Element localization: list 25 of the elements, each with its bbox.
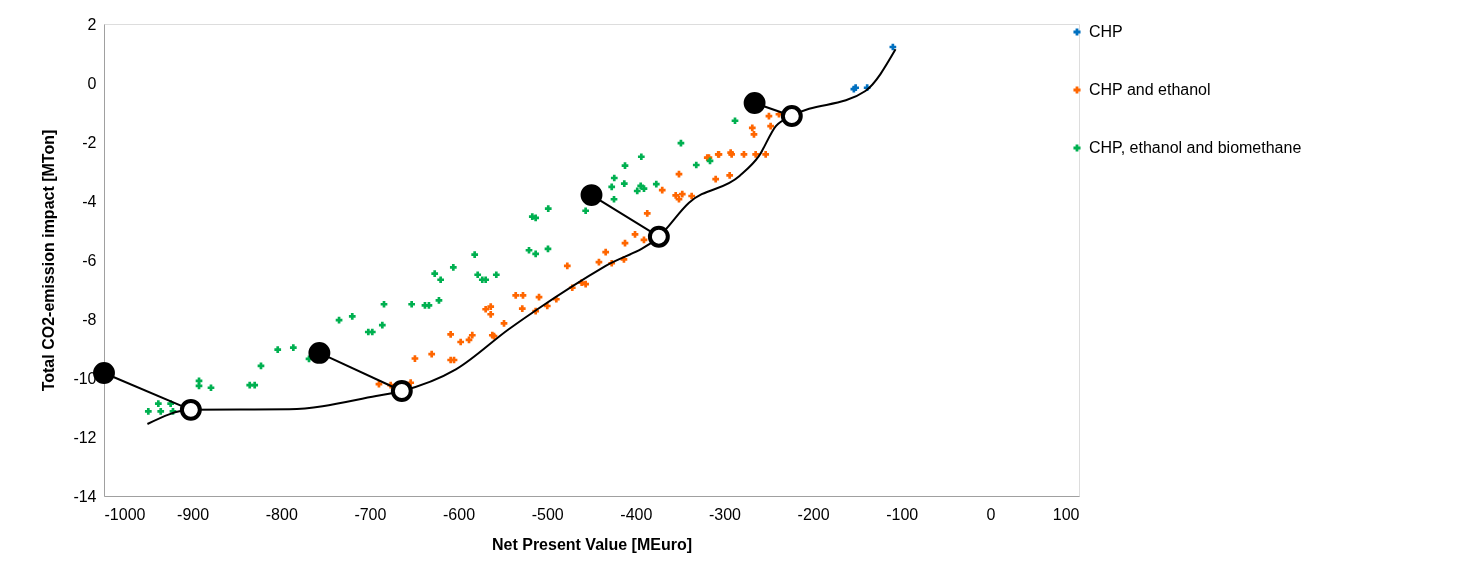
y-tick-label: 2 <box>87 15 97 33</box>
y-tick-label: -8 <box>82 310 97 328</box>
x-tick-label: 0 <box>986 505 996 523</box>
x-tick-label: -500 <box>531 505 564 523</box>
x-tick-label: -800 <box>265 505 298 523</box>
x-tick-label: -600 <box>443 505 476 523</box>
legend-label: CHP, ethanol and biomethane <box>1089 139 1302 156</box>
x-tick-label: -700 <box>354 505 387 523</box>
y-tick-label: -14 <box>73 487 97 505</box>
legend-label: CHP and ethanol <box>1089 81 1211 98</box>
x-tick-label: -1000 <box>104 505 146 523</box>
x-tick-label: 100 <box>1052 505 1080 523</box>
y-tick-label: -6 <box>82 251 97 269</box>
y-axis-title: Total CO2-emission impact [MTon] <box>40 129 58 392</box>
legend-label: CHP <box>1089 23 1123 40</box>
y-tick-label: 0 <box>87 74 97 92</box>
x-tick-label: -900 <box>177 505 210 523</box>
y-tick-label: -4 <box>82 192 97 210</box>
x-tick-label: -200 <box>797 505 830 523</box>
y-tick-label: -2 <box>82 133 97 151</box>
x-tick-label: -100 <box>886 505 919 523</box>
y-tick-label: -12 <box>73 428 97 446</box>
x-tick-label: -400 <box>620 505 653 523</box>
x-tick-label: -300 <box>708 505 742 523</box>
x-axis-title: Net Present Value [MEuro] <box>491 535 693 553</box>
